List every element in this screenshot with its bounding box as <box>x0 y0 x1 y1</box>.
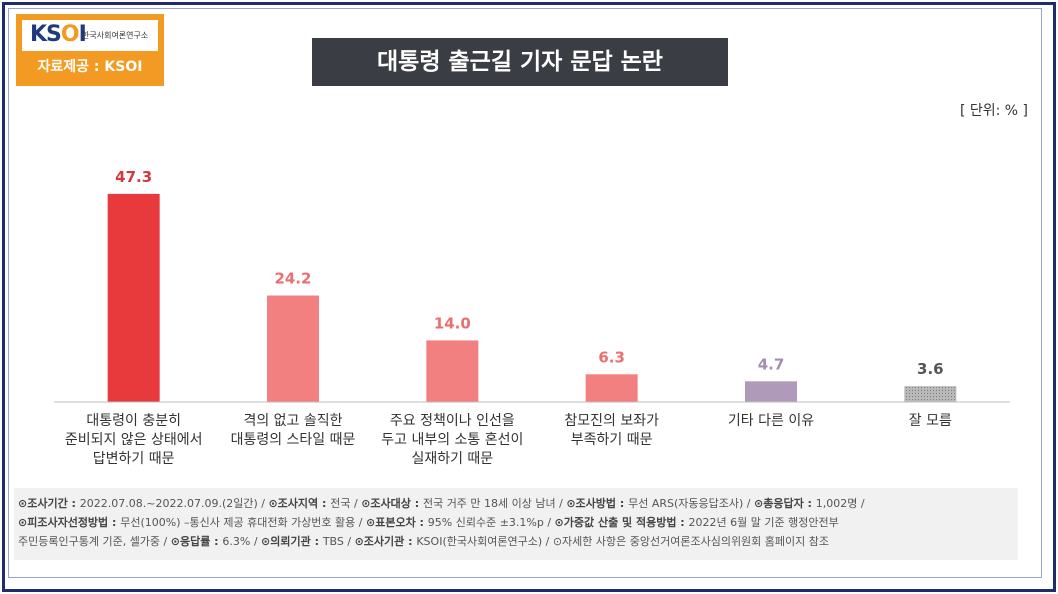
value-label-1: 47.3 <box>115 168 152 186</box>
chart-title: 대통령 출근길 기자 문답 논란 <box>312 38 728 86</box>
value-label-2: 24.2 <box>274 270 311 288</box>
bar-1 <box>107 193 160 402</box>
bar-6 <box>904 386 957 402</box>
logo-mark: KSOI <box>30 22 87 47</box>
value-label-3: 14.0 <box>434 314 471 332</box>
bar-4 <box>585 374 638 402</box>
category-label-4: 참모진의 보좌가 부족하기 때문 <box>564 413 659 448</box>
category-label-2: 격의 없고 솔직한 대통령의 스타일 때문 <box>231 413 356 448</box>
footnote-line-3: 주민등록인구통계 기준, 셀가중 / ⊙응답률 : 6.3% / ⊙의뢰기관 :… <box>18 535 830 548</box>
content-panel <box>8 8 1042 578</box>
survey-footnote: ⊙조사기간 : 2022.07.08.~2022.07.09.(2일간) / ⊙… <box>14 488 1018 560</box>
logo-white-band: KSOI 한국사회여론연구소 <box>22 20 158 51</box>
category-label-3: 주요 정책이나 인선을 두고 내부의 소통 혼선이 실재하기 때문 <box>381 413 523 467</box>
category-label-5: 기타 다른 이유 <box>728 413 814 429</box>
bar-3 <box>426 340 479 402</box>
bar-2 <box>267 295 319 402</box>
ksoi-logo: KSOI 한국사회여론연구소 자료제공 : KSOI <box>16 14 164 86</box>
category-label-6: 잘 모름 <box>909 413 952 429</box>
footnote-line-2: ⊙피조사자선정방법 : 무선(100%) –통신사 제공 휴대전화 가상번호 활… <box>18 516 839 529</box>
data-source-label: 자료제공 : KSOI <box>37 59 143 75</box>
logo-org-name: 한국사회여론연구소 <box>82 31 149 40</box>
value-label-6: 3.6 <box>917 360 944 378</box>
value-label-4: 6.3 <box>598 348 625 366</box>
bar-5 <box>745 381 797 402</box>
category-label-1: 대통령이 충분히 준비되지 않은 상태에서 답변하기 때문 <box>65 413 203 467</box>
footnote-line-1: ⊙조사기간 : 2022.07.08.~2022.07.09.(2일간) / ⊙… <box>18 497 865 510</box>
value-label-5: 4.7 <box>758 355 785 373</box>
category-labels-layer: 대통령이 충분히 준비되지 않은 상태에서 답변하기 때문 격의 없고 솔직한 대통령의… <box>65 413 952 467</box>
unit-label: [ 단위: % ] <box>959 103 1028 119</box>
bars-layer: 47.3 24.2 14.0 6.3 4.7 3.6 <box>107 168 957 402</box>
